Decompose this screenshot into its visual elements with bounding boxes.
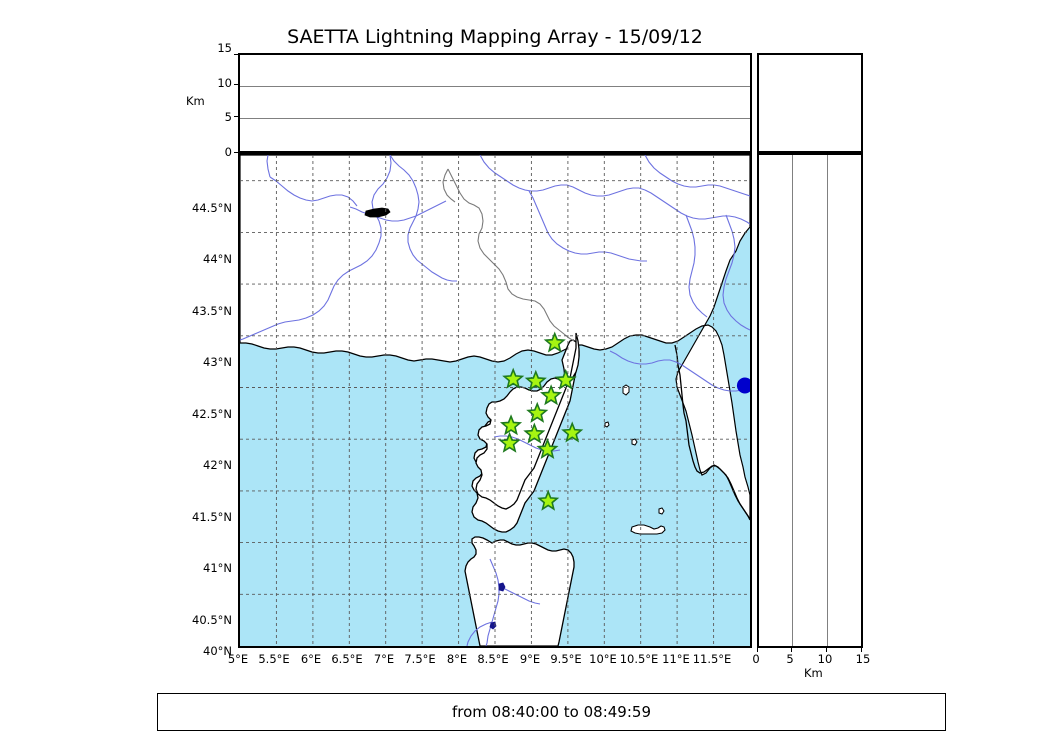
gridline-km-5 <box>792 155 793 646</box>
landmass-montecristo <box>631 438 638 446</box>
axis-label-right-km: Km <box>804 666 823 680</box>
tickmark-top-5 <box>234 116 238 117</box>
tickmark-top-0 <box>234 152 238 153</box>
tickmark-right-0 <box>757 648 758 652</box>
gridline-alt-5 <box>240 118 750 119</box>
river-northeast <box>479 155 646 197</box>
station-marker[interactable] <box>543 331 566 353</box>
tickmark-right-15 <box>861 648 862 652</box>
station-marker[interactable] <box>536 437 559 460</box>
panel-altitude-vs-longitude[interactable] <box>238 53 752 153</box>
lake-sardinia-2 <box>489 621 497 630</box>
panel-altitude-vs-latitude[interactable] <box>757 153 863 648</box>
page-title: SAETTA Lightning Mapping Array - 15/09/1… <box>287 26 703 48</box>
river-sardinia-1 <box>485 558 500 646</box>
sources-layer <box>736 377 750 394</box>
panel-plan-view-map[interactable] <box>238 153 752 648</box>
xtick-right-0: 0 <box>752 652 760 666</box>
station-marker[interactable] <box>523 422 546 444</box>
xtick-lon-5: 5°E <box>227 652 249 666</box>
river-sardinia-3 <box>466 621 493 646</box>
gridline-alt-10 <box>240 86 750 87</box>
border-switzerland <box>442 168 456 203</box>
river-north-1 <box>266 155 271 178</box>
landmass-elba <box>630 524 666 535</box>
ytick-lat-41: 41°N <box>203 561 232 575</box>
status-bar: from 08:40:00 to 08:49:59 <box>157 693 946 731</box>
ytick-lat-43: 43°N <box>203 355 232 369</box>
station-marker[interactable] <box>554 368 577 390</box>
ytick-top-10: 10 <box>217 76 232 90</box>
source-marker[interactable] <box>736 377 750 394</box>
tickmark-right-5 <box>791 648 792 652</box>
xtick-lon-6.5: 6.5°E <box>331 652 363 666</box>
landmass-capraia <box>622 384 630 396</box>
xtick-lon-5.5: 5.5°E <box>258 652 290 666</box>
status-text: from 08:40:00 to 08:49:59 <box>451 703 651 721</box>
xtick-lon-10: 10°E <box>589 652 617 666</box>
ytick-top-15: 15 <box>217 41 232 55</box>
ytick-top-0: 0 <box>224 145 232 159</box>
ytick-lat-44: 44°N <box>203 252 232 266</box>
ytick-lat-40: 40°N <box>203 644 232 658</box>
river-italy-1 <box>685 214 708 318</box>
ytick-top-5: 5 <box>224 110 232 124</box>
lake-sardinia-1 <box>498 582 506 592</box>
xtick-lon-7: 7°E <box>373 652 395 666</box>
ytick-lat-44.5: 44.5°N <box>192 201 232 215</box>
ytick-lat-43.5: 43.5°N <box>192 304 232 318</box>
landmass-giglio <box>658 507 665 515</box>
xtick-lon-11: 11°E <box>662 652 690 666</box>
station-marker[interactable] <box>498 431 521 453</box>
xtick-right-10: 10 <box>817 652 833 666</box>
xtick-lon-11.5: 11.5°E <box>692 652 732 666</box>
xtick-lon-8: 8°E <box>446 652 468 666</box>
landmass-small-island-1 <box>604 421 610 428</box>
river-sardinia-2 <box>498 586 541 605</box>
xtick-lon-10.5: 10.5°E <box>619 652 659 666</box>
river-northeast-2 <box>644 155 750 197</box>
lake-geneva <box>364 207 391 218</box>
xtick-right-5: 5 <box>786 652 794 666</box>
ytick-lat-40.5: 40.5°N <box>192 613 232 627</box>
ytick-lat-42: 42°N <box>203 458 232 472</box>
station-marker[interactable] <box>499 414 523 436</box>
tickmark-top-10 <box>234 84 238 85</box>
border-france-italy <box>447 168 575 342</box>
tickmark-right-10 <box>826 648 827 652</box>
gridline-km-10 <box>827 155 828 646</box>
tickmark-top-15 <box>234 54 238 55</box>
river-saone <box>389 155 457 282</box>
river-po <box>528 190 647 262</box>
stations-layer <box>498 331 584 511</box>
station-marker[interactable] <box>537 489 560 511</box>
map-canvas <box>240 155 750 646</box>
ytick-lat-41.5: 41.5°N <box>192 510 232 524</box>
station-marker[interactable] <box>561 421 584 443</box>
grid-layer <box>240 155 750 646</box>
ytick-lat-42.5: 42.5°N <box>192 407 232 421</box>
xtick-lon-9: 9°E <box>519 652 541 666</box>
station-marker[interactable] <box>502 367 525 389</box>
station-marker[interactable] <box>524 369 547 391</box>
station-marker[interactable] <box>526 401 549 423</box>
xtick-lon-7.5: 7.5°E <box>404 652 436 666</box>
river-tiber <box>609 350 750 392</box>
xtick-right-15: 15 <box>855 652 871 666</box>
xtick-lon-6: 6°E <box>300 652 322 666</box>
axis-label-top-km: Km <box>186 94 205 108</box>
station-marker[interactable] <box>540 384 563 406</box>
river-italy-2 <box>722 214 750 331</box>
river-loire-tributary <box>269 176 358 207</box>
landmass-sardinia <box>464 536 575 646</box>
river-arno <box>644 189 750 225</box>
xtick-lon-8.5: 8.5°E <box>477 652 509 666</box>
panel-corner-histogram[interactable] <box>757 53 863 153</box>
xtick-lon-9.5: 9.5°E <box>550 652 582 666</box>
